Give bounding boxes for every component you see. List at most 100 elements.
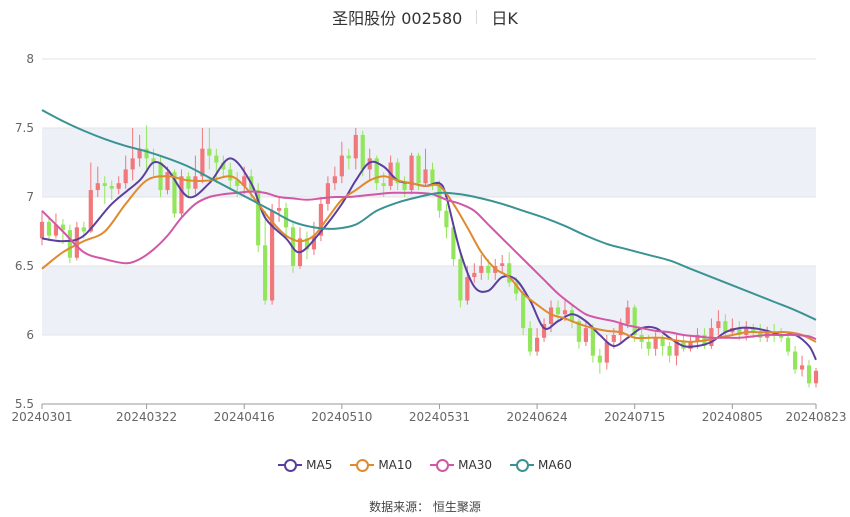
x-tick-label: 20240805 bbox=[702, 410, 763, 424]
candle-body bbox=[590, 328, 595, 356]
data-source: 数据来源： 恒生聚源 bbox=[369, 500, 481, 514]
candle-body bbox=[186, 176, 191, 189]
candle bbox=[479, 254, 484, 280]
candle-body bbox=[723, 321, 728, 333]
candle-body bbox=[179, 176, 184, 214]
candle-body bbox=[214, 155, 219, 163]
candle bbox=[353, 128, 358, 170]
candle bbox=[472, 263, 477, 283]
candle-body bbox=[381, 183, 386, 186]
candle bbox=[625, 300, 630, 329]
candle-body bbox=[548, 307, 554, 324]
candle-body bbox=[151, 158, 156, 163]
y-tick-label: 6 bbox=[26, 328, 34, 342]
candle-body bbox=[360, 134, 365, 170]
candle-body bbox=[137, 148, 142, 159]
legend-marker-icon bbox=[430, 458, 455, 472]
ma-line-ma60 bbox=[41, 109, 817, 321]
candle bbox=[283, 202, 289, 239]
candle-body bbox=[667, 346, 672, 356]
legend-item-ma10[interactable]: MA10 bbox=[350, 458, 412, 472]
candle-body bbox=[130, 158, 135, 170]
candle bbox=[500, 254, 505, 273]
candle-body bbox=[325, 183, 330, 204]
candle-body bbox=[521, 293, 526, 329]
candle-body bbox=[423, 169, 428, 184]
legend-marker-icon bbox=[350, 458, 375, 472]
y-tick-label: 8 bbox=[26, 52, 34, 66]
candle bbox=[521, 290, 526, 335]
candle-body bbox=[688, 341, 693, 349]
y-tick-label: 7 bbox=[26, 190, 34, 204]
candle-body bbox=[569, 310, 575, 322]
legend-label: MA60 bbox=[538, 458, 572, 472]
candle bbox=[137, 134, 142, 167]
candle-body bbox=[339, 155, 344, 177]
candle-body bbox=[200, 148, 205, 177]
candle bbox=[346, 148, 351, 170]
candle-body bbox=[792, 351, 798, 370]
chart-title-row: 圣阳股份 002580 日K bbox=[0, 5, 850, 29]
candle-body bbox=[632, 307, 637, 335]
candle bbox=[534, 328, 540, 356]
y-tick-label: 6.5 bbox=[15, 259, 34, 273]
candle-body bbox=[256, 190, 261, 246]
chart-period: 日K bbox=[491, 9, 518, 28]
candle-body bbox=[172, 172, 177, 214]
candle bbox=[423, 148, 428, 186]
candle bbox=[318, 197, 324, 242]
legend-marker-icon bbox=[510, 458, 535, 472]
candle bbox=[723, 314, 728, 338]
grid-bands bbox=[42, 128, 816, 335]
x-tick-label: 20240416 bbox=[214, 410, 275, 424]
candle-body bbox=[716, 321, 721, 329]
legend-item-ma30[interactable]: MA30 bbox=[430, 458, 492, 472]
ma-line-ma5 bbox=[41, 157, 817, 361]
ma-line-ma10 bbox=[41, 175, 817, 343]
legend-label: MA5 bbox=[306, 458, 333, 472]
candle bbox=[339, 141, 344, 184]
candle-body bbox=[165, 172, 170, 191]
candle-body bbox=[102, 183, 107, 186]
candle-body bbox=[660, 337, 665, 347]
candle bbox=[256, 183, 261, 253]
candle-body bbox=[304, 238, 310, 250]
candle bbox=[409, 152, 414, 195]
legend-label: MA30 bbox=[458, 458, 493, 472]
candle-body bbox=[74, 227, 79, 258]
candle bbox=[186, 172, 191, 197]
candle-body bbox=[611, 335, 616, 342]
x-tick-label: 20240624 bbox=[507, 410, 568, 424]
candle bbox=[297, 227, 303, 269]
candle-body bbox=[88, 190, 93, 232]
candle-body bbox=[207, 148, 212, 156]
candle bbox=[46, 216, 52, 242]
moving-average-lines bbox=[41, 109, 817, 361]
legend-item-ma60[interactable]: MA60 bbox=[510, 458, 572, 472]
candle-body bbox=[618, 323, 623, 335]
candle bbox=[806, 359, 812, 388]
candle-body bbox=[276, 208, 282, 211]
candle bbox=[130, 128, 135, 181]
candle bbox=[304, 231, 310, 260]
candle-body bbox=[451, 227, 456, 260]
candle-body bbox=[541, 323, 547, 338]
candle bbox=[374, 155, 379, 191]
candle-body bbox=[674, 341, 679, 356]
candle-body bbox=[109, 185, 114, 189]
candle-body bbox=[374, 158, 379, 184]
candle-body bbox=[67, 230, 72, 258]
candle-body bbox=[263, 245, 268, 301]
candle bbox=[541, 318, 547, 342]
legend-item-ma5[interactable]: MA5 bbox=[278, 458, 332, 472]
x-tick-label: 20240322 bbox=[116, 410, 177, 424]
candle-body bbox=[507, 263, 512, 283]
candle-body bbox=[500, 263, 505, 266]
candle bbox=[325, 176, 330, 211]
candle-body bbox=[346, 155, 351, 159]
x-tick-label: 20240301 bbox=[11, 410, 72, 424]
candle-body bbox=[786, 337, 791, 352]
candle-body bbox=[311, 235, 317, 250]
candle-body bbox=[416, 155, 421, 184]
